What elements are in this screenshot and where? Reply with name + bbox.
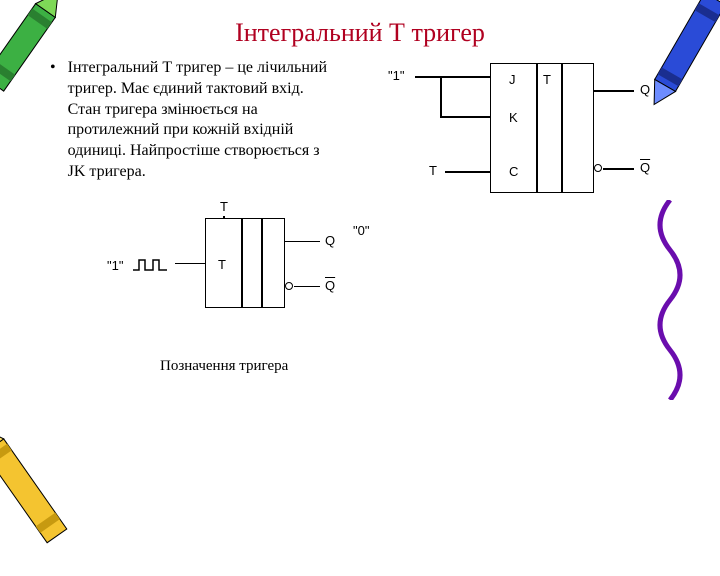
pin-t: T bbox=[543, 72, 551, 87]
pin-k: K bbox=[509, 110, 518, 125]
diagram-caption: Позначення тригера bbox=[160, 358, 288, 375]
pin-j: J bbox=[509, 72, 516, 87]
t-diagram-area: "1" T T Q Q "0" Позначення тригера bbox=[0, 203, 720, 403]
jk-input-t-label: T bbox=[429, 163, 437, 178]
body-text-column: Інтегральний Т тригер – це лічильний три… bbox=[50, 58, 340, 183]
jk-block: J K C T bbox=[490, 63, 594, 193]
t-input-1-label: "1" bbox=[107, 258, 123, 273]
jk-output-qn: Q bbox=[640, 160, 650, 175]
pulse-icon bbox=[133, 258, 167, 272]
page-title: Інтегральний Т тригер bbox=[0, 0, 720, 48]
t-right-label: "0" bbox=[353, 223, 369, 238]
t-output-q: Q bbox=[325, 233, 335, 248]
jk-input-1-label: "1" bbox=[388, 68, 404, 83]
jk-diagram: "1" T J K C T Q Q bbox=[340, 58, 680, 183]
pin-c: C bbox=[509, 164, 518, 179]
crayon-yellow bbox=[0, 394, 108, 576]
jk-output-q: Q bbox=[640, 82, 650, 97]
body-text: Інтегральний Т тригер – це лічильний три… bbox=[68, 58, 340, 183]
t-output-qn: Q bbox=[325, 278, 335, 293]
content-row: Інтегральний Т тригер – це лічильний три… bbox=[0, 48, 720, 183]
t-pin-in: T bbox=[218, 257, 226, 272]
t-pin-top: T bbox=[220, 199, 228, 214]
t-block: T T bbox=[205, 218, 285, 308]
